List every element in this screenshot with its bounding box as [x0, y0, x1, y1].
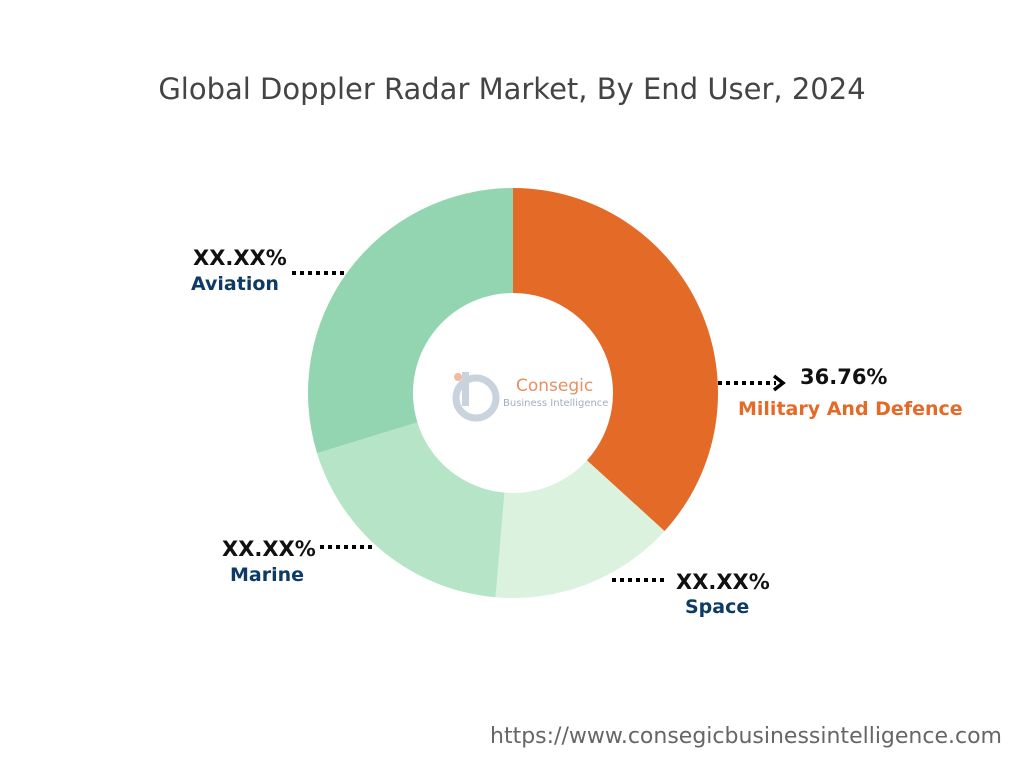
value-label-space: XX.XX%: [676, 570, 770, 594]
value-label-aviation: XX.XX%: [193, 246, 287, 270]
leader-lines: [292, 271, 786, 582]
donut-slice-space: [495, 460, 665, 598]
category-label-marine: Marine: [230, 564, 305, 586]
donut-slice-marine: [317, 422, 505, 598]
watermark-name: Consegic: [516, 376, 594, 396]
watermark-logo-icon: [452, 372, 500, 422]
value-label-military: 36.76%: [800, 365, 888, 389]
donut-slices: [308, 188, 718, 598]
leader-arrow-icon: [772, 374, 786, 392]
watermark-tagline: Business Intelligence: [503, 398, 609, 409]
donut-slice-aviation: [308, 188, 513, 454]
donut-slice-military: [513, 188, 718, 532]
source-url[interactable]: https://www.consegicbusinessintelligence…: [490, 724, 1002, 749]
category-label-space: Space: [685, 596, 750, 618]
value-label-marine: XX.XX%: [222, 537, 316, 561]
chart-title: Global Doppler Radar Market, By End User…: [158, 72, 866, 106]
category-label-military: Military And Defence: [738, 398, 963, 420]
category-label-aviation: Aviation: [191, 273, 279, 295]
